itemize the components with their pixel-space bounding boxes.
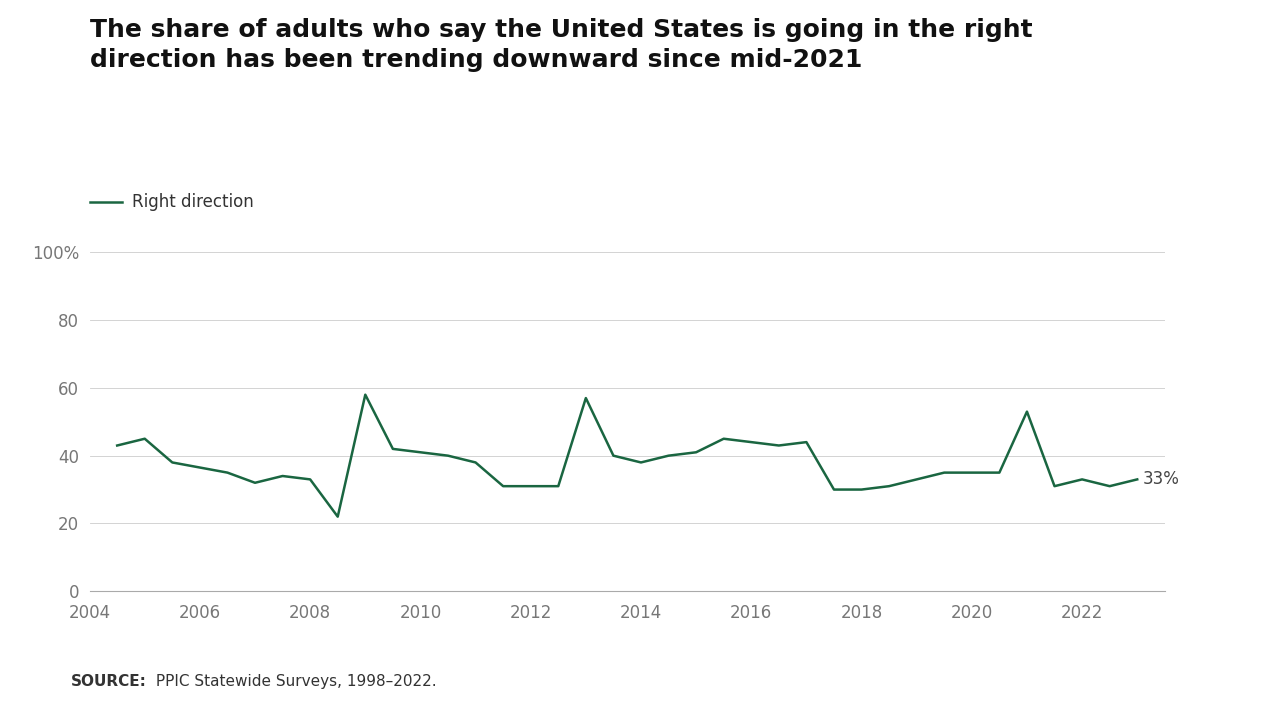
Text: 33%: 33% [1143,470,1180,488]
Text: The share of adults who say the United States is going in the right
direction ha: The share of adults who say the United S… [90,18,1032,71]
Text: SOURCE:: SOURCE: [70,674,146,689]
Text: Right direction: Right direction [132,193,253,211]
Text: PPIC Statewide Surveys, 1998–2022.: PPIC Statewide Surveys, 1998–2022. [151,674,436,689]
